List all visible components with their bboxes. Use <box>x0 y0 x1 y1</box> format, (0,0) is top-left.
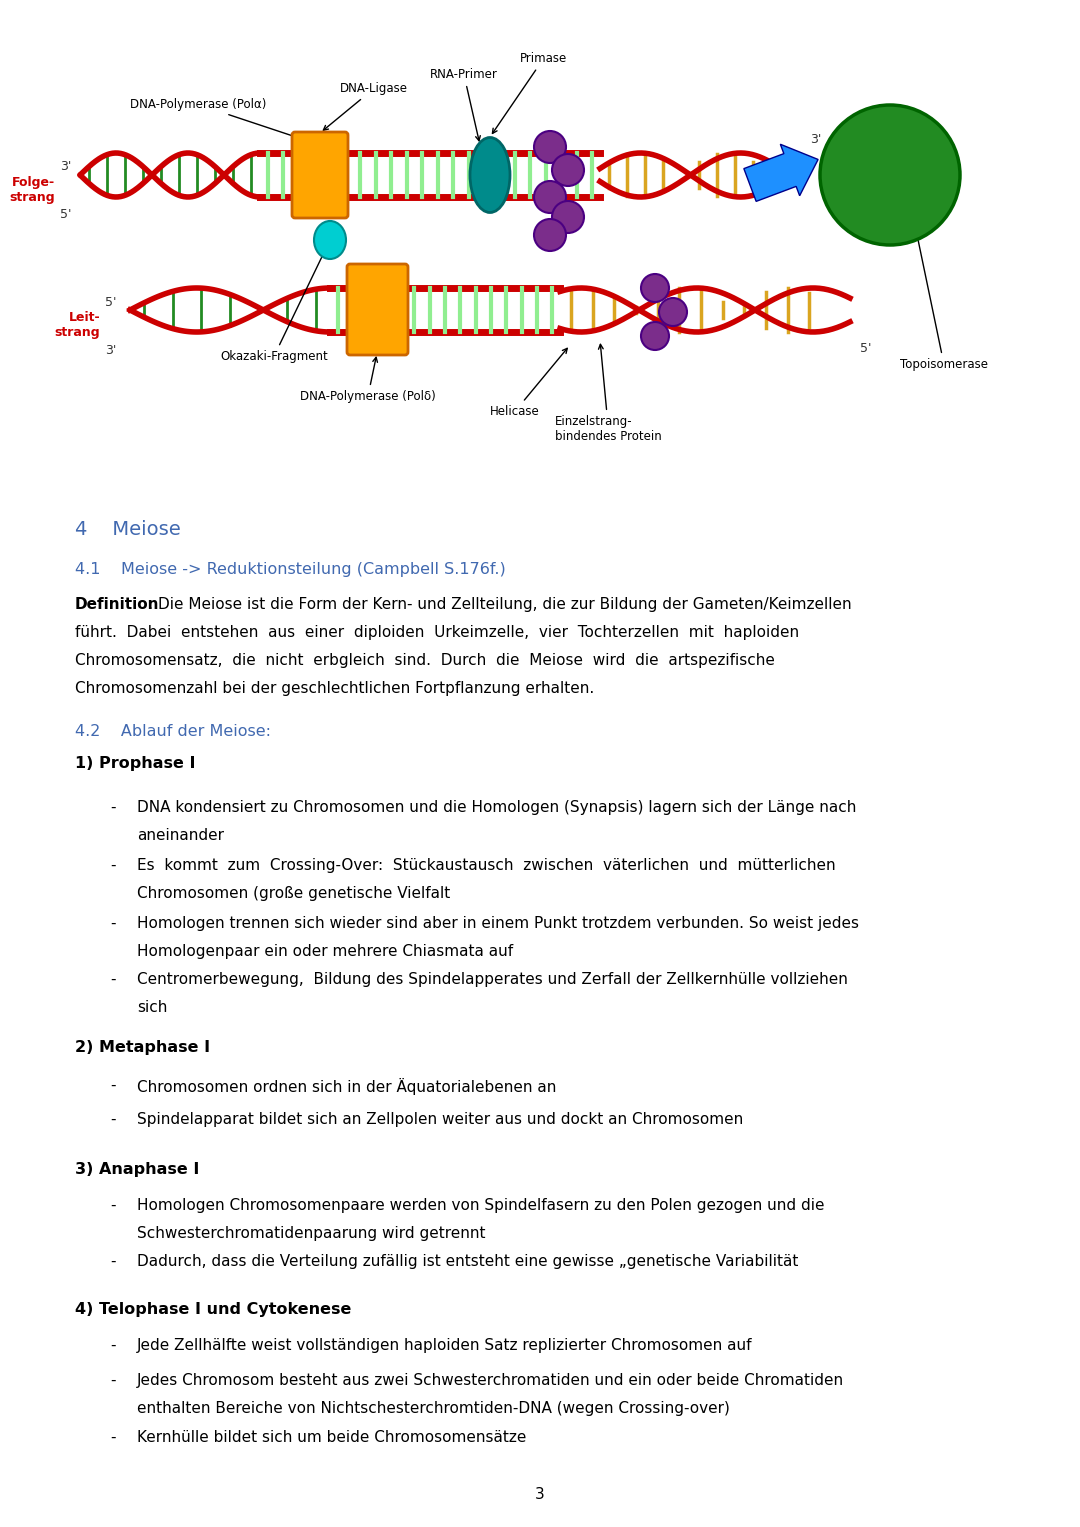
Circle shape <box>659 298 687 325</box>
Text: 4.1    Meiose -> Reduktionsteilung (Campbell S.176f.): 4.1 Meiose -> Reduktionsteilung (Campbel… <box>75 562 505 577</box>
Text: Homologen trennen sich wieder sind aber in einem Punkt trotzdem verbunden. So we: Homologen trennen sich wieder sind aber … <box>137 916 859 931</box>
Text: DNA-Polymerase (Polδ): DNA-Polymerase (Polδ) <box>300 357 435 403</box>
Text: Es  kommt  zum  Crossing-Over:  Stückaustausch  zwischen  väterlichen  und  mütt: Es kommt zum Crossing-Over: Stückaustaus… <box>137 858 836 873</box>
Text: Dadurch, dass die Verteilung zufällig ist entsteht eine gewisse „genetische Vari: Dadurch, dass die Verteilung zufällig is… <box>137 1254 798 1269</box>
Text: 3': 3' <box>810 133 822 147</box>
Text: Primase: Primase <box>492 52 567 133</box>
Text: Einzelstrang-
bindendes Protein: Einzelstrang- bindendes Protein <box>555 344 662 443</box>
Text: Schwesterchromatidenpaarung wird getrennt: Schwesterchromatidenpaarung wird getrenn… <box>137 1226 486 1241</box>
Circle shape <box>534 182 566 212</box>
Text: Leit-
strang: Leit- strang <box>54 312 100 339</box>
Text: 3) Anaphase I: 3) Anaphase I <box>75 1162 200 1177</box>
Text: : Die Meiose ist die Form der Kern- und Zellteilung, die zur Bildung der Gameten: : Die Meiose ist die Form der Kern- und … <box>148 597 852 612</box>
Text: Chromosomenzahl bei der geschlechtlichen Fortpflanzung erhalten.: Chromosomenzahl bei der geschlechtlichen… <box>75 681 594 696</box>
Text: Jede Zellhälfte weist vollständigen haploiden Satz replizierter Chromosomen auf: Jede Zellhälfte weist vollständigen hapl… <box>137 1338 753 1353</box>
Text: sich: sich <box>137 1000 167 1015</box>
Text: 4.2    Ablauf der Meiose:: 4.2 Ablauf der Meiose: <box>75 724 271 739</box>
Circle shape <box>534 131 566 163</box>
Text: führt.  Dabei  entstehen  aus  einer  diploiden  Urkeimzelle,  vier  Tochterzell: führt. Dabei entstehen aus einer diploid… <box>75 625 799 640</box>
Text: -: - <box>110 916 116 931</box>
Text: DNA kondensiert zu Chromosomen und die Homologen (Synapsis) lagern sich der Läng: DNA kondensiert zu Chromosomen und die H… <box>137 800 856 815</box>
Circle shape <box>552 154 584 186</box>
Text: Helicase: Helicase <box>490 348 567 418</box>
Text: 5': 5' <box>105 296 117 308</box>
Text: Definition: Definition <box>75 597 160 612</box>
Circle shape <box>642 273 669 302</box>
Text: Chromosomensatz,  die  nicht  erbgleich  sind.  Durch  die  Meiose  wird  die  a: Chromosomensatz, die nicht erbgleich sin… <box>75 654 774 667</box>
Text: 4    Meiose: 4 Meiose <box>75 521 180 539</box>
Text: -: - <box>110 858 116 873</box>
Text: 3': 3' <box>60 160 71 174</box>
Ellipse shape <box>470 137 510 212</box>
Ellipse shape <box>314 221 346 260</box>
Text: Centromerbewegung,  Bildung des Spindelapperates und Zerfall der Zellkernhülle v: Centromerbewegung, Bildung des Spindelap… <box>137 973 848 986</box>
Text: Jedes Chromosom besteht aus zwei Schwesterchromatiden und ein oder beide Chromat: Jedes Chromosom besteht aus zwei Schwest… <box>137 1373 845 1388</box>
Text: RNA-Primer: RNA-Primer <box>430 69 498 140</box>
Text: Okazaki-Fragment: Okazaki-Fragment <box>220 244 328 363</box>
Text: 3': 3' <box>105 344 117 356</box>
Text: -: - <box>110 1338 116 1353</box>
Circle shape <box>820 105 960 244</box>
Text: Homologenpaar ein oder mehrere Chiasmata auf: Homologenpaar ein oder mehrere Chiasmata… <box>137 944 513 959</box>
Text: 2) Metaphase I: 2) Metaphase I <box>75 1040 211 1055</box>
FancyArrow shape <box>744 144 818 202</box>
Text: 5': 5' <box>60 209 71 221</box>
Text: aneinander: aneinander <box>137 828 224 843</box>
Text: 1) Prophase I: 1) Prophase I <box>75 756 195 771</box>
Text: 4) Telophase I und Cytokenese: 4) Telophase I und Cytokenese <box>75 1303 351 1316</box>
Text: DNA-Ligase: DNA-Ligase <box>323 82 408 130</box>
Text: -: - <box>110 1112 116 1127</box>
Text: 5': 5' <box>860 342 872 354</box>
Text: enthalten Bereiche von Nichtschesterchromtiden-DNA (wegen Crossing-over): enthalten Bereiche von Nichtschesterchro… <box>137 1400 730 1416</box>
Text: Chromosomen ordnen sich in der Äquatorialebenen an: Chromosomen ordnen sich in der Äquatoria… <box>137 1078 556 1095</box>
Text: 3: 3 <box>535 1487 545 1503</box>
Text: -: - <box>110 1429 116 1445</box>
Text: -: - <box>110 1078 116 1093</box>
Text: Chromosomen (große genetische Vielfalt: Chromosomen (große genetische Vielfalt <box>137 886 450 901</box>
FancyBboxPatch shape <box>347 264 408 354</box>
Circle shape <box>552 202 584 234</box>
FancyBboxPatch shape <box>292 131 348 218</box>
Text: -: - <box>110 800 116 815</box>
Text: Folge-
strang: Folge- strang <box>10 176 55 205</box>
Text: Kernhülle bildet sich um beide Chromosomensätze: Kernhülle bildet sich um beide Chromosom… <box>137 1429 526 1445</box>
Circle shape <box>642 322 669 350</box>
Text: -: - <box>110 1199 116 1212</box>
Text: DNA-Polymerase (Polα): DNA-Polymerase (Polα) <box>130 98 315 145</box>
Text: -: - <box>110 973 116 986</box>
Text: -: - <box>110 1254 116 1269</box>
Text: -: - <box>110 1373 116 1388</box>
Circle shape <box>534 218 566 250</box>
Text: Spindelapparat bildet sich an Zellpolen weiter aus und dockt an Chromosomen: Spindelapparat bildet sich an Zellpolen … <box>137 1112 743 1127</box>
Text: Topoisomerase: Topoisomerase <box>890 110 988 371</box>
Text: Homologen Chromosomenpaare werden von Spindelfasern zu den Polen gezogen und die: Homologen Chromosomenpaare werden von Sp… <box>137 1199 824 1212</box>
